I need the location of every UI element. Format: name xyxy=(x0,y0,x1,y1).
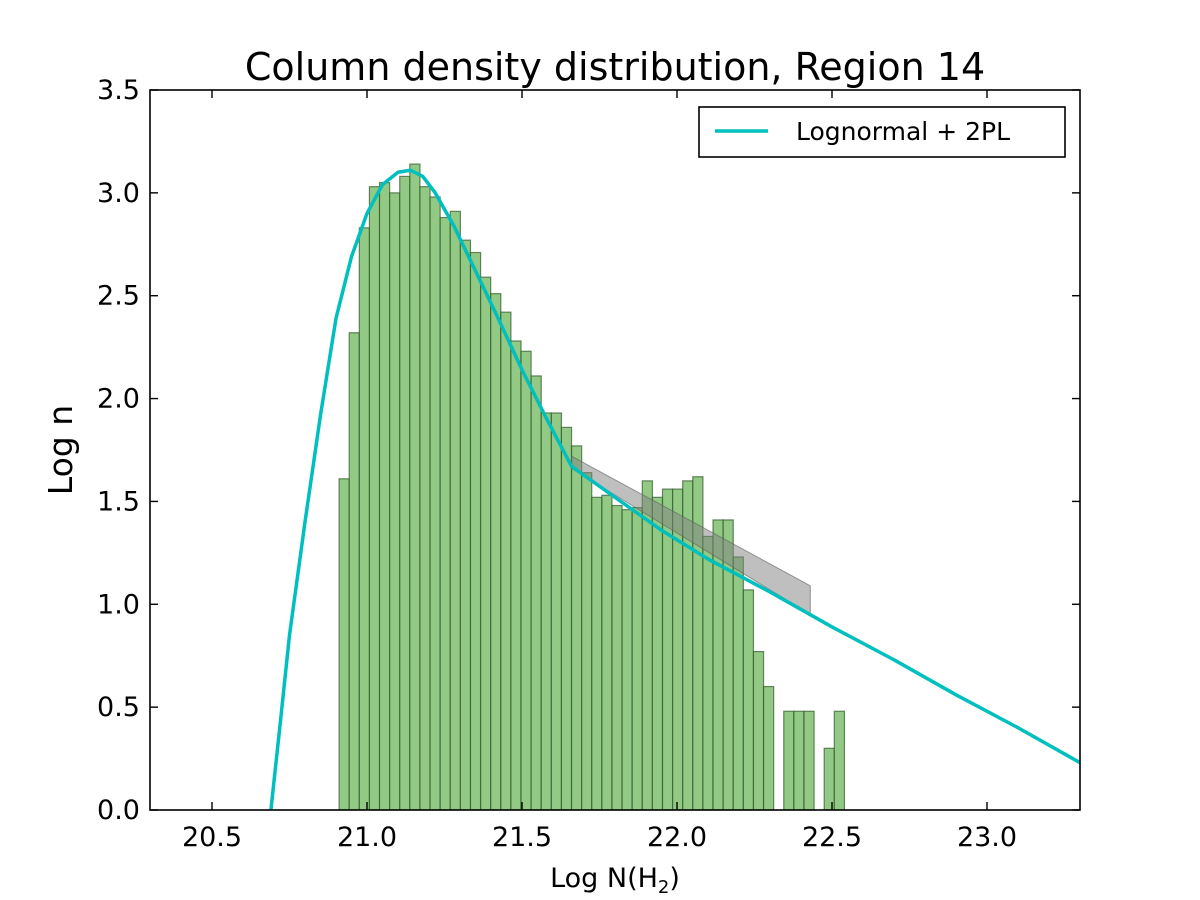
chart-title: Column density distribution, Region 14 xyxy=(245,45,985,89)
histogram-bar xyxy=(520,350,532,810)
histogram-bar xyxy=(732,556,744,810)
histogram-bar xyxy=(399,175,411,810)
histogram-bar xyxy=(439,216,451,810)
fit-line-series xyxy=(269,168,1080,810)
y-tick-label: 0.5 xyxy=(97,692,140,723)
x-tick-label: 21.0 xyxy=(337,822,397,853)
histogram-bar xyxy=(783,710,795,810)
y-tick-label: 3.0 xyxy=(97,178,140,209)
histogram-bar xyxy=(358,227,371,810)
histogram-bar xyxy=(429,196,441,810)
histogram-bar xyxy=(389,192,401,810)
histogram-bar xyxy=(803,710,815,810)
histogram-bar xyxy=(601,494,613,810)
histogram-bar xyxy=(348,332,360,810)
histogram-bar xyxy=(631,507,643,810)
plot-frame xyxy=(149,89,1081,811)
x-axis-label: Log N(H2) xyxy=(550,863,680,898)
fit-line-group xyxy=(269,168,1080,810)
x-tick-label: 22.0 xyxy=(647,822,707,853)
histogram-bar xyxy=(651,496,664,810)
histogram-bar xyxy=(469,251,482,810)
histogram-bar xyxy=(338,478,350,810)
histogram-bar xyxy=(611,504,623,810)
histogram-bar xyxy=(459,239,472,810)
histogram-bar xyxy=(378,181,391,810)
histogram-bar xyxy=(368,186,381,810)
histogram-bar xyxy=(530,375,542,810)
x-tick-label: 22.5 xyxy=(802,822,862,853)
x-tick-label: 21.5 xyxy=(492,822,552,853)
plot-area xyxy=(338,163,846,810)
histogram-bar xyxy=(833,710,846,810)
histogram-bar xyxy=(490,293,502,810)
histogram-bar xyxy=(479,276,492,810)
histogram-bar xyxy=(752,650,765,810)
histogram-bar xyxy=(823,747,835,810)
y-tick-label: 0.0 xyxy=(97,795,140,826)
histogram-bar xyxy=(793,710,805,810)
histogram-bar xyxy=(621,509,633,810)
x-axis-label-close: ) xyxy=(669,863,680,894)
axes xyxy=(149,89,1081,811)
histogram-bar xyxy=(762,685,775,810)
legend: Lognormal + 2PL xyxy=(698,106,1066,158)
y-tick-label: 2.0 xyxy=(97,384,140,415)
histogram-bar xyxy=(449,210,461,810)
histogram-bar xyxy=(500,311,512,810)
histogram-bar xyxy=(702,535,714,810)
histogram-bar xyxy=(409,163,421,810)
histogram-bar xyxy=(419,186,431,810)
x-axis-label-subscript: 2 xyxy=(658,877,669,898)
histogram-bar xyxy=(570,445,583,810)
histogram-bar xyxy=(540,412,552,810)
x-axis-label-main: Log N(H xyxy=(550,863,658,894)
y-tick-label: 2.5 xyxy=(97,281,140,312)
histogram-bar xyxy=(510,340,522,810)
histogram-bar xyxy=(550,412,563,810)
histogram-bar xyxy=(591,496,603,810)
histogram-bar xyxy=(560,426,573,810)
histogram-bar xyxy=(742,589,755,810)
y-axis-label: Log n xyxy=(41,405,80,495)
legend-entry-label: Lognormal + 2PL xyxy=(796,117,1010,146)
ticks: 20.5 21.0 21.5 22.0 22.5 23.0 0.0 0.5 1.0 1.5 2.0 2… xyxy=(97,75,1080,853)
histogram-bar xyxy=(581,472,593,810)
y-tick-label: 1.5 xyxy=(97,486,140,517)
y-tick-label: 1.0 xyxy=(97,589,140,620)
x-tick-label: 23.0 xyxy=(957,822,1017,853)
histogram-bar xyxy=(641,480,653,810)
y-tick-label: 3.5 xyxy=(97,75,140,106)
x-tick-label: 20.5 xyxy=(182,822,242,853)
